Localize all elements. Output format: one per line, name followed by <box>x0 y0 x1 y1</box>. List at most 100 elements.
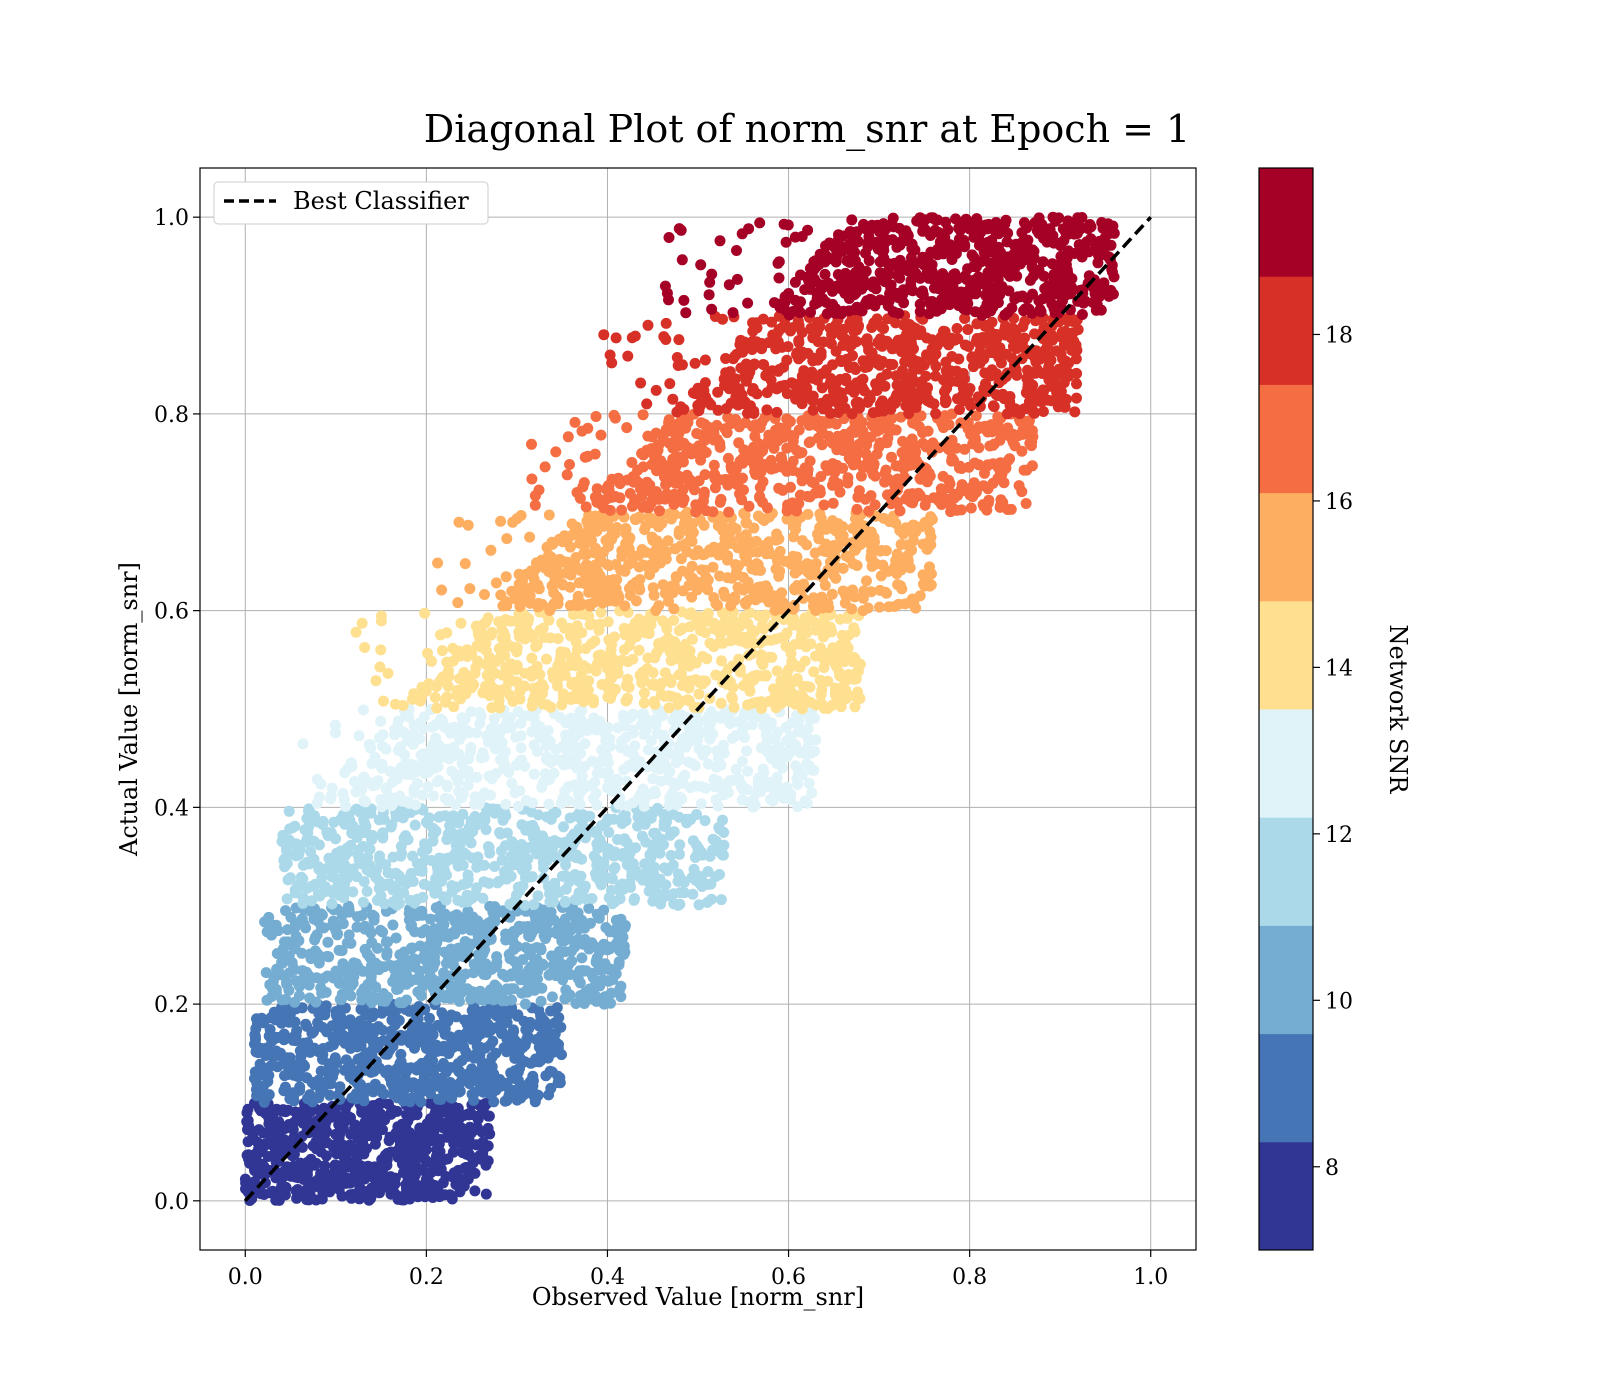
data-point <box>574 608 586 620</box>
data-point <box>902 558 914 570</box>
data-point <box>598 904 610 916</box>
data-point <box>310 1157 322 1169</box>
data-point <box>544 605 556 616</box>
data-point <box>301 882 313 894</box>
data-point <box>337 918 349 930</box>
data-point <box>459 558 471 570</box>
data-point <box>569 416 581 428</box>
data-point <box>726 572 738 584</box>
data-point <box>444 992 456 1004</box>
data-point <box>339 966 351 977</box>
data-point <box>835 701 847 713</box>
data-point <box>620 624 632 636</box>
data-point <box>401 796 413 808</box>
data-point <box>895 539 907 550</box>
data-point <box>640 627 652 639</box>
data-point <box>724 718 736 730</box>
data-point <box>622 692 633 704</box>
data-point <box>715 637 727 649</box>
data-point <box>603 826 615 838</box>
data-point <box>478 751 490 763</box>
data-point <box>326 898 338 910</box>
data-point <box>385 1186 397 1198</box>
data-point <box>370 871 382 883</box>
data-point <box>471 1032 483 1044</box>
data-point <box>912 487 924 499</box>
data-point <box>333 1088 345 1100</box>
data-point <box>809 547 821 559</box>
data-point <box>601 681 613 693</box>
data-point <box>419 607 431 619</box>
data-point <box>351 871 363 883</box>
data-point <box>300 1109 312 1121</box>
data-point <box>749 799 761 811</box>
data-point <box>571 743 583 755</box>
data-point <box>687 835 699 847</box>
data-point <box>353 730 365 742</box>
data-point <box>644 569 656 581</box>
data-point <box>693 688 705 700</box>
data-point <box>674 839 686 851</box>
data-point <box>592 757 603 769</box>
data-point <box>349 776 360 787</box>
data-point <box>665 850 677 861</box>
data-point <box>448 959 460 971</box>
data-point <box>728 595 740 606</box>
data-point <box>652 727 663 739</box>
data-point <box>391 899 403 911</box>
data-point <box>430 748 442 760</box>
data-point <box>276 957 288 969</box>
data-point <box>560 883 572 895</box>
data-point <box>460 941 472 953</box>
data-point <box>387 919 399 931</box>
data-point <box>788 612 800 624</box>
data-point <box>357 704 369 716</box>
data-point <box>561 932 573 944</box>
data-point <box>477 619 489 631</box>
data-point <box>595 429 607 441</box>
data-point <box>664 766 676 778</box>
data-point <box>367 1007 379 1019</box>
data-point <box>294 844 306 856</box>
series-snr-band-5 <box>350 605 866 715</box>
data-point <box>707 561 719 573</box>
data-point <box>485 544 497 556</box>
data-point <box>601 751 613 763</box>
data-point <box>884 516 895 528</box>
data-point <box>605 987 617 999</box>
data-point <box>298 919 310 930</box>
data-point <box>817 652 829 664</box>
data-point <box>493 694 505 706</box>
data-point <box>473 1014 485 1026</box>
data-point <box>430 1112 442 1124</box>
data-point <box>561 534 573 546</box>
data-point <box>554 925 566 937</box>
data-point <box>715 697 727 709</box>
data-point <box>476 1126 488 1138</box>
data-point <box>557 579 569 591</box>
data-point <box>294 1081 306 1093</box>
data-point <box>523 613 535 625</box>
data-point <box>359 943 371 955</box>
data-point <box>430 825 442 837</box>
data-point <box>466 852 478 864</box>
data-point <box>474 718 486 729</box>
data-point <box>506 994 517 1006</box>
data-point <box>981 504 993 516</box>
data-point <box>471 882 483 894</box>
data-point <box>337 787 349 799</box>
data-point <box>357 896 369 908</box>
data-point <box>430 1039 442 1051</box>
data-point <box>531 745 543 757</box>
series-snr-band-7 <box>526 408 1039 518</box>
data-point <box>279 1070 290 1082</box>
data-point <box>567 850 579 862</box>
data-point <box>494 827 506 838</box>
data-point <box>602 941 614 953</box>
data-point <box>390 960 402 972</box>
data-point <box>375 610 387 622</box>
data-point <box>719 590 731 602</box>
data-point <box>287 822 299 833</box>
data-point <box>574 706 586 718</box>
data-point <box>387 976 399 988</box>
